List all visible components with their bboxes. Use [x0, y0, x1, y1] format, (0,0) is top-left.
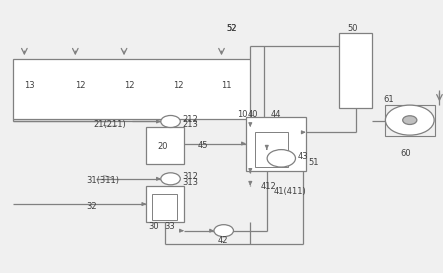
- Text: 213: 213: [183, 120, 198, 129]
- Text: 41(411): 41(411): [273, 187, 306, 196]
- Bar: [385, 105, 435, 136]
- Text: 52: 52: [226, 24, 237, 33]
- Text: 212: 212: [183, 115, 198, 124]
- Text: 32: 32: [86, 202, 97, 210]
- Bar: [146, 186, 184, 222]
- Text: 61: 61: [384, 95, 394, 104]
- Text: 12: 12: [124, 82, 135, 90]
- Circle shape: [385, 105, 434, 135]
- Text: 44: 44: [270, 110, 281, 118]
- Text: 313: 313: [183, 178, 198, 186]
- Circle shape: [214, 225, 233, 237]
- Text: 13: 13: [24, 82, 35, 90]
- Text: 51: 51: [308, 158, 319, 167]
- Text: 50: 50: [348, 24, 358, 33]
- Circle shape: [161, 115, 180, 127]
- Text: 20: 20: [157, 143, 168, 151]
- Bar: [339, 33, 372, 108]
- Text: 12: 12: [75, 82, 86, 90]
- Bar: [255, 132, 288, 167]
- Circle shape: [267, 150, 295, 167]
- Text: 412: 412: [260, 182, 276, 191]
- Bar: [152, 194, 177, 220]
- Text: 60: 60: [400, 149, 411, 158]
- Text: 33: 33: [165, 222, 175, 230]
- Text: 31(311): 31(311): [86, 176, 119, 185]
- Text: 45: 45: [197, 141, 208, 150]
- Text: 312: 312: [183, 172, 198, 181]
- Bar: [13, 59, 250, 119]
- Text: 52: 52: [226, 24, 237, 33]
- Text: 11: 11: [222, 82, 232, 90]
- Text: 10: 10: [237, 110, 248, 119]
- Circle shape: [403, 116, 417, 124]
- Text: 40: 40: [247, 110, 258, 118]
- Text: 43: 43: [298, 152, 308, 161]
- Text: 12: 12: [173, 82, 183, 90]
- Bar: [246, 117, 306, 171]
- Text: 30: 30: [148, 222, 159, 230]
- Text: 42: 42: [218, 236, 229, 245]
- Text: 21(211): 21(211): [93, 120, 126, 129]
- Bar: [146, 127, 184, 164]
- Circle shape: [161, 173, 180, 185]
